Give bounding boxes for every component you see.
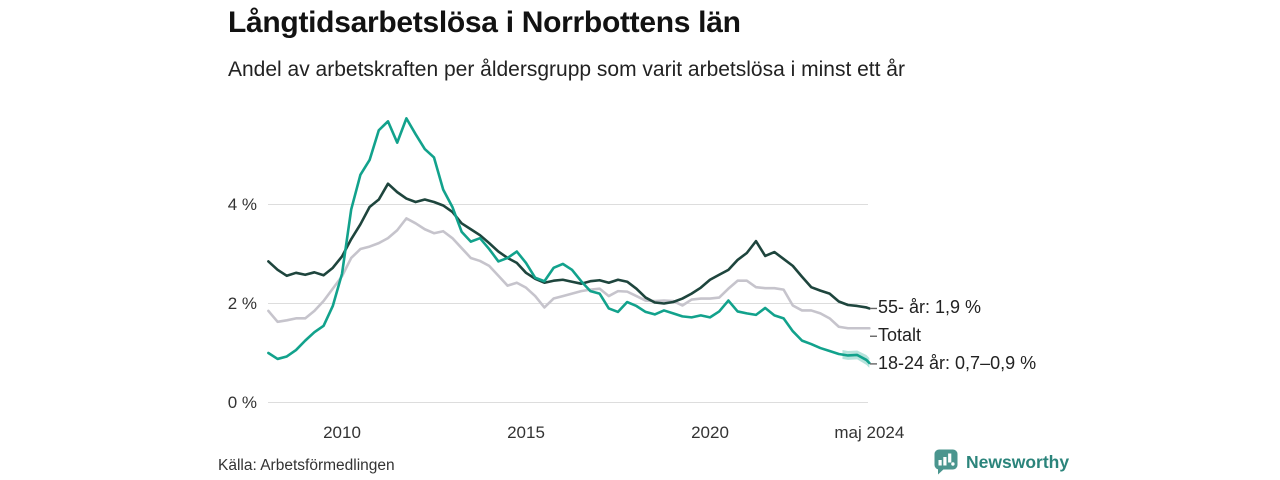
y-axis-tick-4: 4 % — [227, 194, 257, 214]
x-axis-tick-2015: 2015 — [507, 423, 545, 442]
newsworthy-speech-bubble-chart-icon — [934, 449, 958, 475]
y-axis-tick-2: 2 % — [227, 293, 257, 313]
page-title: Långtidsarbetslösa i Norrbottens län — [228, 6, 741, 39]
x-axis-tick-2020: 2020 — [691, 423, 729, 442]
newsworthy-brand: Newsworthy — [934, 449, 1069, 475]
x-axis-tick-2010: 2010 — [323, 423, 361, 442]
x-axis-tick-maj-2024: maj 2024 — [834, 423, 905, 442]
source-note: Källa: Arbetsförmedlingen — [218, 457, 395, 474]
legend-label-18-24-år: 18-24 år: 0,7–0,9 % — [878, 352, 1037, 373]
legend-label-Totalt: Totalt — [878, 325, 922, 346]
chart-subtitle: Andel av arbetskraften per åldersgrupp s… — [228, 58, 905, 81]
y-axis-tick-0: 0 % — [227, 392, 257, 412]
series-line-55--år — [267, 182, 871, 310]
legend-label-55--år: 55- år: 1,9 % — [878, 297, 982, 318]
series-line-Totalt — [267, 217, 871, 330]
newsworthy-brand-name: Newsworthy — [966, 451, 1070, 472]
series-line-18-24-år — [267, 117, 871, 365]
